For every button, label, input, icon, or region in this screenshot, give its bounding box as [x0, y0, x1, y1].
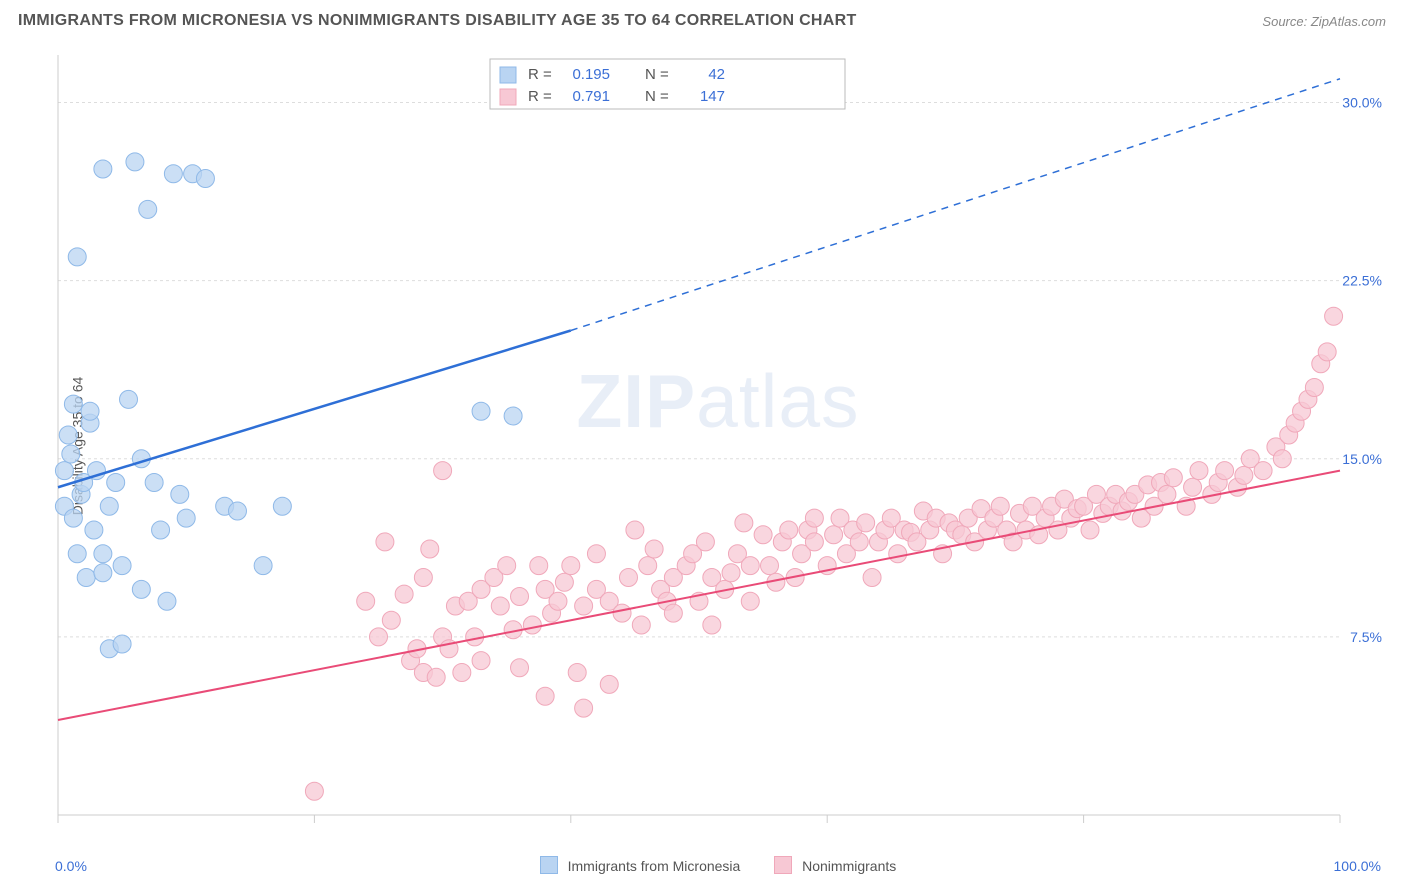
chart-title: IMMIGRANTS FROM MICRONESIA VS NONIMMIGRA… [18, 12, 857, 30]
legend-label-a: Immigrants from Micronesia [568, 858, 741, 874]
bottom-legend: Immigrants from Micronesia Nonimmigrants [0, 856, 1406, 874]
legend-swatch-b [774, 856, 792, 874]
legend-swatch-a [540, 856, 558, 874]
svg-text:N =: N = [645, 88, 669, 105]
plot-area: ZIPatlas 7.5%15.0%22.5%30.0%R =0.195N =4… [50, 45, 1386, 837]
scatter-plot-svg: 7.5% 15.0% 22.5% 30.0% R = 0.195 N = 42 R = 0.791… [50, 45, 1386, 837]
legend-label-b: Nonimmigrants [802, 858, 896, 874]
svg-text:7.5%: 7.5% [1350, 629, 1382, 645]
svg-text:R =: R = [528, 66, 552, 83]
svg-text:0.195: 0.195 [572, 66, 610, 83]
svg-text:0.791: 0.791 [572, 88, 610, 105]
chart-container: IMMIGRANTS FROM MICRONESIA VS NONIMMIGRA… [0, 0, 1406, 892]
svg-text:N =: N = [645, 66, 669, 83]
svg-text:30.0%: 30.0% [1342, 95, 1382, 111]
source-name: ZipAtlas.com [1311, 14, 1386, 29]
source-attribution: Source: ZipAtlas.com [1262, 14, 1386, 29]
source-label: Source: [1262, 14, 1307, 29]
svg-text:15.0%: 15.0% [1342, 451, 1382, 467]
svg-text:42: 42 [708, 66, 725, 83]
svg-text:R =: R = [528, 88, 552, 105]
svg-text:22.5%: 22.5% [1342, 273, 1382, 289]
svg-text:147: 147 [700, 88, 725, 105]
